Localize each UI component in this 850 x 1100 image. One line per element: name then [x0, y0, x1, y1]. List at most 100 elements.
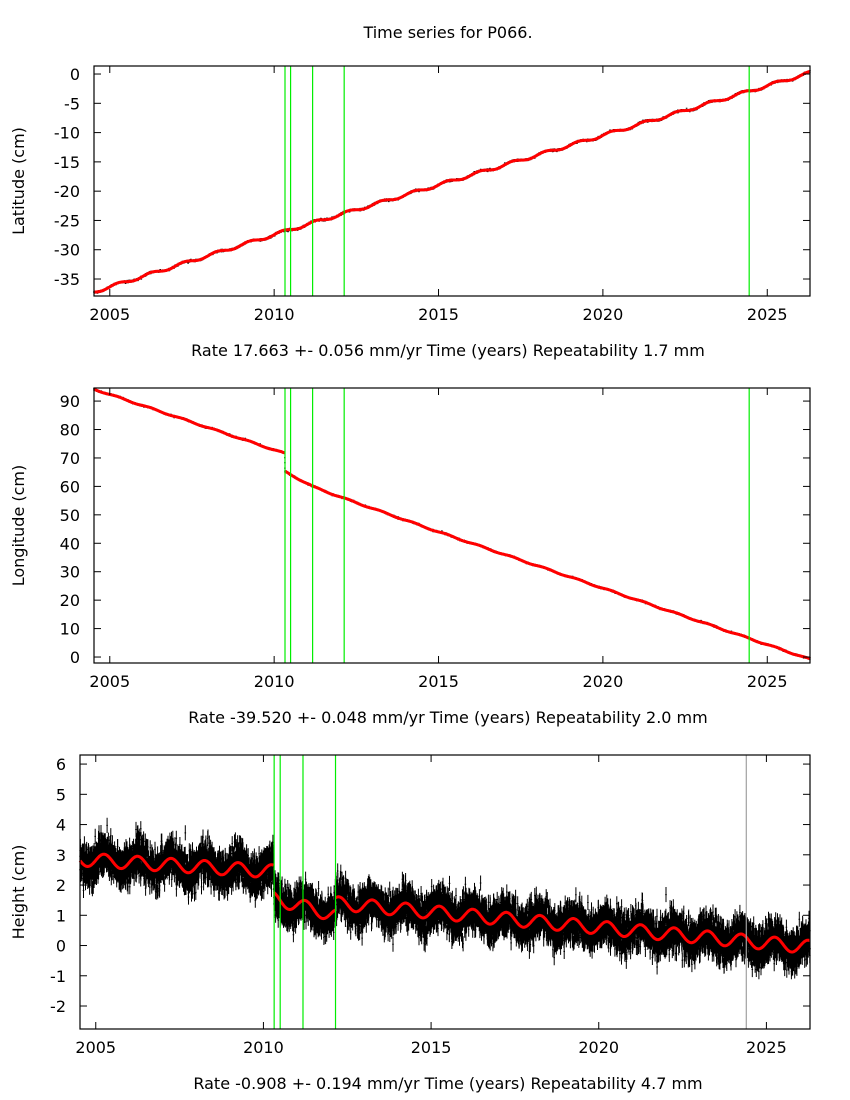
- y-tick: 3: [56, 846, 810, 865]
- y-tick: 90: [60, 392, 810, 411]
- y-tick-label: 6: [56, 755, 66, 774]
- y-tick: 5: [56, 785, 810, 804]
- x-axis-label: Time (years): [424, 1074, 531, 1093]
- y-tick: 50: [60, 506, 810, 525]
- repeatability-text: Repeatability 2.0 mm: [536, 708, 708, 727]
- x-tick-label: 2005: [89, 672, 130, 691]
- y-tick-label: 5: [56, 785, 66, 804]
- y-tick-label: 60: [60, 477, 80, 496]
- y-tick-label: 10: [60, 620, 80, 639]
- plot-frame: [93, 387, 811, 664]
- x-tick-label: 2015: [411, 1038, 452, 1057]
- y-tick-label: 50: [60, 506, 80, 525]
- x-tick-label: 2010: [254, 672, 295, 691]
- panel-3: 2005 2010 2015 2020 2025 6 5 4 3 2 1 0 -1 -2 Height (c…: [9, 754, 811, 1093]
- y-tick-label: 40: [60, 534, 80, 553]
- y-tick-label: -2: [50, 997, 66, 1016]
- y-tick-label: 3: [56, 846, 66, 865]
- y-tick-label: -30: [54, 241, 80, 260]
- y-tick: -25: [54, 211, 810, 230]
- y-tick-label: 30: [60, 563, 80, 582]
- model-fit-line: [93, 387, 811, 661]
- y-tick: 80: [60, 421, 810, 440]
- y-tick-label: -5: [64, 94, 80, 113]
- repeatability-text: Repeatability 1.7 mm: [533, 341, 705, 360]
- rate-text: Rate -0.908 +- 0.194 mm/yr: [193, 1074, 424, 1093]
- x-axis-caption: Rate 17.663 +- 0.056 mm/yr Time (years) …: [191, 341, 705, 360]
- y-tick-label: 90: [60, 392, 80, 411]
- x-tick: 2025: [746, 755, 787, 1057]
- y-tick: 4: [56, 816, 810, 835]
- y-tick-label: -15: [54, 153, 80, 172]
- x-tick: 2005: [75, 755, 116, 1057]
- y-tick: 0: [70, 65, 810, 84]
- model-fit-line: [78, 852, 811, 954]
- y-tick: 30: [60, 563, 810, 582]
- y-tick: 6: [56, 755, 810, 774]
- x-tick-label: 2010: [254, 305, 295, 324]
- y-axis-label: Height (cm): [9, 845, 28, 940]
- y-tick-label: -25: [54, 211, 80, 230]
- panel-1: 2005 2010 2015 2020 2025 0 -5 -10 -15 -20 -25 -30 -3…: [9, 65, 811, 360]
- x-tick-label: 2005: [89, 305, 130, 324]
- x-tick-label: 2025: [747, 305, 788, 324]
- x-tick: 2005: [89, 388, 130, 691]
- y-tick: 0: [70, 648, 810, 667]
- y-tick: -15: [54, 153, 810, 172]
- y-tick: -2: [50, 997, 810, 1016]
- data-points: [93, 388, 811, 661]
- y-tick: 20: [60, 591, 810, 610]
- y-tick: 1: [56, 906, 810, 925]
- x-tick: 2010: [243, 755, 284, 1057]
- x-tick: 2015: [418, 66, 459, 324]
- y-tick: -1: [50, 967, 810, 986]
- rate-text: Rate -39.520 +- 0.048 mm/yr: [188, 708, 429, 727]
- panel-2: 2005 2010 2015 2020 2025 0 10 20 30 40 50 60 70 80 90 L…: [9, 387, 811, 727]
- x-tick-label: 2025: [747, 672, 788, 691]
- x-tick-label: 2020: [583, 305, 624, 324]
- x-tick-label: 2020: [583, 672, 624, 691]
- x-tick: 2015: [418, 388, 459, 691]
- chart-title: Time series for P066.: [362, 23, 532, 42]
- x-tick: 2010: [254, 388, 295, 691]
- plot-frame: [79, 754, 811, 1030]
- x-tick: 2020: [578, 755, 619, 1057]
- y-tick-label: 2: [56, 876, 66, 895]
- x-tick: 2020: [583, 388, 624, 691]
- repeatability-text: Repeatability 4.7 mm: [530, 1074, 702, 1093]
- x-tick-label: 2010: [243, 1038, 284, 1057]
- y-tick: 70: [60, 449, 810, 468]
- y-tick: -5: [64, 94, 810, 113]
- x-axis-label: Time (years): [426, 341, 533, 360]
- x-tick: 2025: [747, 66, 788, 324]
- y-tick-label: -1: [50, 967, 66, 986]
- y-tick: 60: [60, 477, 810, 496]
- y-tick: 40: [60, 534, 810, 553]
- y-tick-label: 80: [60, 421, 80, 440]
- y-axis-label: Latitude (cm): [9, 127, 28, 235]
- y-tick-label: 0: [70, 648, 80, 667]
- x-tick-label: 2025: [746, 1038, 787, 1057]
- y-tick: 0: [56, 937, 810, 956]
- y-tick-label: 0: [70, 65, 80, 84]
- x-tick-label: 2020: [578, 1038, 619, 1057]
- x-tick: 2015: [411, 755, 452, 1057]
- y-tick-label: 1: [56, 906, 66, 925]
- y-tick: -35: [54, 270, 810, 289]
- y-tick: 10: [60, 620, 810, 639]
- x-axis-label: Time (years): [429, 708, 536, 727]
- y-axis-label: Longitude (cm): [9, 465, 28, 587]
- y-tick-label: 70: [60, 449, 80, 468]
- y-tick-label: 0: [56, 937, 66, 956]
- x-tick-label: 2015: [418, 305, 459, 324]
- x-axis-caption: Rate -0.908 +- 0.194 mm/yr Time (years) …: [193, 1074, 702, 1093]
- y-tick-label: -10: [54, 124, 80, 143]
- rate-text: Rate 17.663 +- 0.056 mm/yr: [191, 341, 427, 360]
- data-points: [79, 817, 811, 980]
- x-tick: 2025: [747, 388, 788, 691]
- y-tick: 2: [56, 876, 810, 895]
- y-tick: -30: [54, 241, 810, 260]
- x-axis-caption: Rate -39.520 +- 0.048 mm/yr Time (years)…: [188, 708, 707, 727]
- x-tick-label: 2015: [418, 672, 459, 691]
